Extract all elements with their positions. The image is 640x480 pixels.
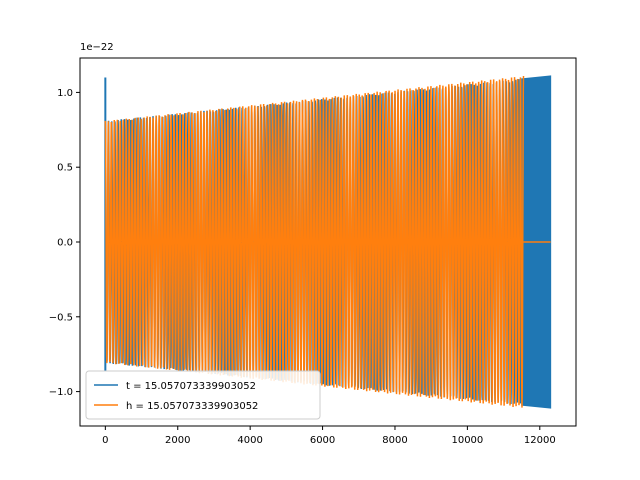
x-tick-label: 0 [102, 435, 108, 446]
y-tick-label: 0.0 [57, 238, 73, 249]
series-layer [104, 75, 552, 409]
legend-entry-label: h = 15.057073339903052 [126, 401, 258, 412]
x-tick-label: 10000 [451, 435, 483, 446]
x-tick-label: 8000 [382, 435, 407, 446]
x-tick-label: 2000 [165, 435, 190, 446]
legend: t = 15.057073339903052 h = 15.05707333990… [85, 370, 321, 420]
series-line-h [104, 75, 525, 408]
y-tick-label: 1.0 [57, 88, 73, 99]
y-tick-label: 0.5 [57, 163, 73, 174]
y-tick-label: −1.0 [49, 387, 73, 398]
legend-entry-label: t = 15.057073339903052 [126, 381, 256, 392]
x-tick-label: 12000 [524, 435, 556, 446]
y-axis: −1.0 −0.5 0.0 0.5 1.0 [49, 88, 80, 398]
x-tick-label: 6000 [310, 435, 335, 446]
y-scale-exponent: 1e−22 [80, 42, 114, 53]
y-tick-label: −0.5 [49, 312, 73, 323]
x-axis: 0 2000 4000 6000 8000 10000 12000 [102, 426, 556, 446]
legend-box [85, 370, 321, 420]
x-tick-label: 4000 [237, 435, 262, 446]
